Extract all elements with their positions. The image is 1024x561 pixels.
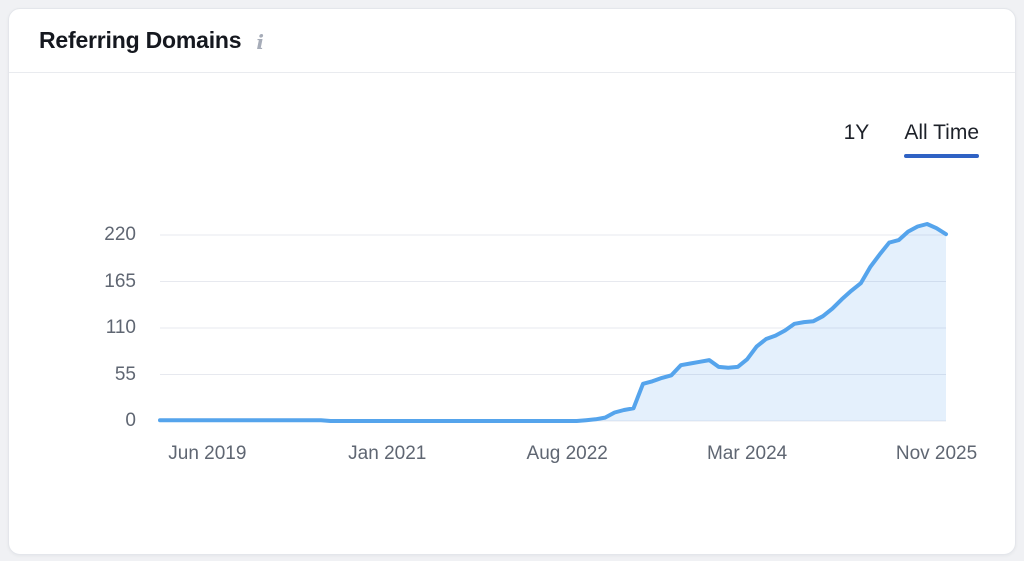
card-header: Referring Domains i	[9, 9, 1015, 73]
time-range-tabs: 1Y All Time	[843, 120, 979, 158]
x-axis-tick: Mar 2024	[706, 443, 788, 464]
tab-all-time[interactable]: All Time	[904, 121, 979, 158]
trend-line	[158, 222, 948, 423]
y-axis-tick: 110	[105, 317, 136, 338]
tab-1y[interactable]: 1Y	[843, 121, 870, 144]
chart-canvas[interactable]	[9, 9, 1016, 555]
referring-domains-chart: 0 55 110 165 220 Jun 2019 Jan 2021 Aug 2022 Mar…	[9, 9, 1015, 554]
y-axis-tick: 55	[114, 363, 136, 385]
y-axis-tick: 165	[104, 270, 136, 292]
area-fill	[160, 224, 946, 421]
x-axis-tick: Jan 2021	[348, 443, 427, 464]
referring-domains-card: Referring Domains i 1Y All Time 0 55 110 16…	[8, 8, 1016, 555]
y-axis-tick: 0	[125, 410, 136, 431]
x-axis-tick: Jun 2019	[168, 443, 247, 464]
x-axis-tick: Nov 2025	[895, 443, 978, 464]
page-title: Referring Domains	[39, 27, 242, 53]
x-axis-tick: Aug 2022	[526, 443, 608, 464]
y-axis-tick: 220	[104, 224, 136, 245]
info-icon[interactable]: i	[256, 29, 264, 54]
